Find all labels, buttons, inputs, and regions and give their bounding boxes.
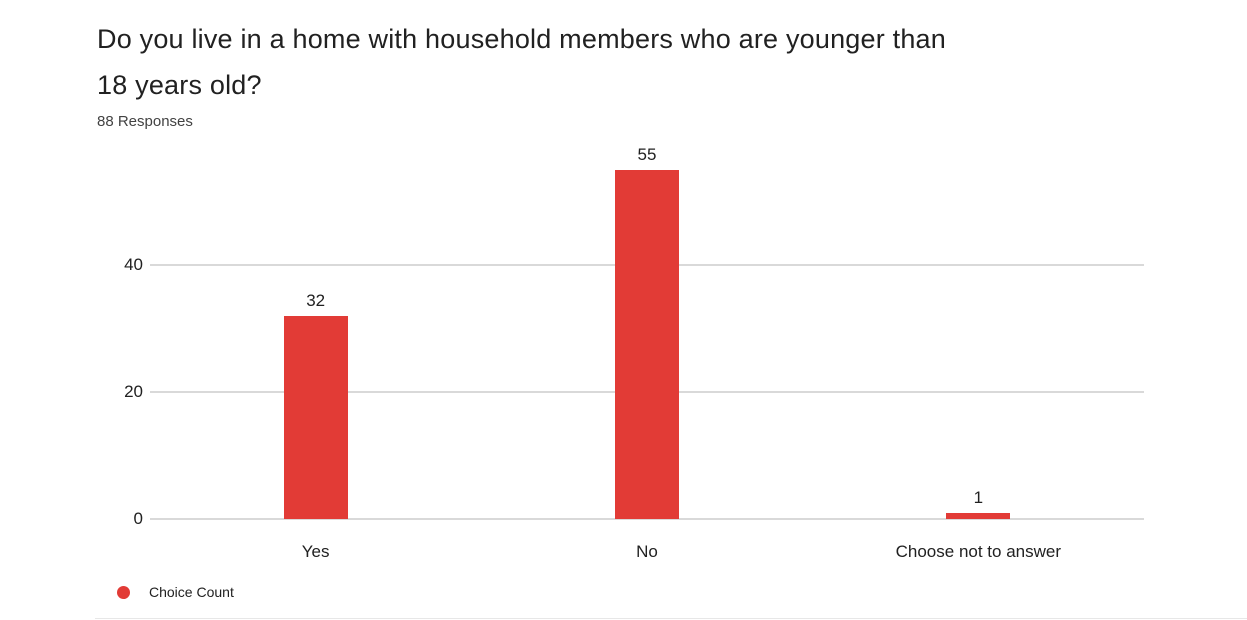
- y-tick-label-40: 40: [124, 255, 143, 275]
- bar-value-label-no: 55: [637, 145, 657, 165]
- legend-label: Choice Count: [149, 584, 234, 600]
- x-category-label-choose-not-to-answer: Choose not to answer: [895, 542, 1062, 561]
- chart-title: Do you live in a home with household mem…: [97, 16, 1167, 108]
- legend-marker-icon: [117, 585, 130, 599]
- plot-area: 0 20 40 32 55 1 Yes No Choose not to answer: [124, 145, 1144, 561]
- y-tick-label-0: 0: [133, 509, 143, 528]
- bars-layer: 32 55 1: [150, 145, 1144, 519]
- legend: Choice Count: [117, 584, 234, 600]
- bottom-divider: [95, 618, 1247, 619]
- bar-choose-not-to-answer[interactable]: [946, 512, 1011, 519]
- chart-title-line1: Do you live in a home with household mem…: [97, 24, 946, 54]
- bar-value-label-choose-not-to-answer: 1: [973, 487, 984, 507]
- response-count: 88 Responses: [97, 113, 193, 130]
- x-axis-labels-layer: Yes No Choose not to answer: [150, 151, 1144, 561]
- y-tick-label-20: 20: [124, 382, 143, 402]
- bar-no[interactable]: [615, 170, 679, 519]
- x-category-label-no: No: [636, 542, 658, 561]
- bar-value-label-yes: 32: [306, 290, 326, 310]
- gridline-0: [150, 518, 1144, 520]
- x-category-label-yes: Yes: [301, 542, 330, 561]
- chart-title-line2: 18 years old?: [97, 70, 262, 100]
- bar-yes[interactable]: [283, 315, 348, 519]
